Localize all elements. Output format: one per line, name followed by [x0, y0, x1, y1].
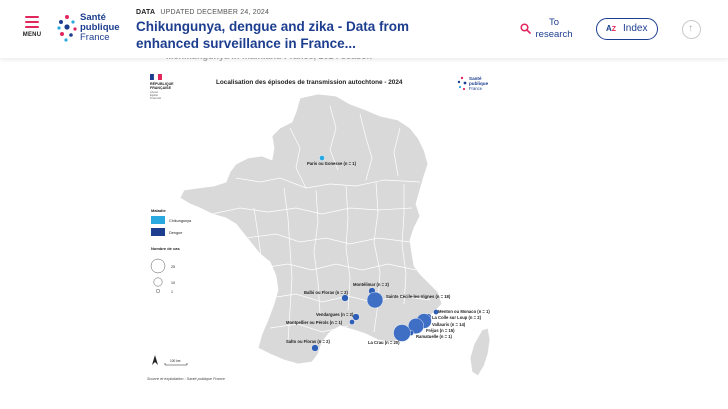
hamburger-icon-bar	[25, 21, 39, 23]
france-map: Paris ou Gonesse (n = 1) Montélimar (n =…	[140, 70, 492, 406]
search-icon	[520, 23, 531, 34]
legend-size-medium: 10	[171, 281, 175, 285]
index-button[interactable]: AZ Index	[596, 18, 658, 40]
menu-button[interactable]: MENU	[20, 16, 44, 44]
marker-menton	[433, 309, 439, 315]
hamburger-icon-bar	[25, 26, 39, 28]
marker-montpellier	[349, 319, 355, 325]
marker-salto	[311, 344, 319, 352]
label-salto: Salto ou Floras (n = 2)	[286, 339, 330, 344]
legend-swatch-chikungunya	[151, 216, 165, 224]
label-vendargues: Vendargues (n = 2)	[316, 312, 354, 317]
scale-bar: 100 km	[164, 359, 188, 366]
marker-vendargues	[352, 313, 360, 321]
label-vallauris: Vallauris (n = 14)	[432, 322, 466, 327]
logo-text: Santé publique France	[80, 13, 120, 43]
legend-swatch-dengue	[151, 228, 165, 236]
republic-motto3: Fraternité	[150, 96, 162, 100]
legend-circle-medium	[153, 277, 163, 287]
logo-line2: publique	[80, 22, 120, 33]
marker-la-crau	[393, 324, 411, 342]
legend-maladie-title: Maladie	[151, 208, 166, 213]
map-legend: Maladie Chikungunya Dengue Nombre de cas…	[150, 208, 192, 294]
scale-label: 100 km	[170, 359, 181, 363]
episode-labels: Paris ou Gonesse (n = 1) Montélimar (n =…	[286, 161, 490, 345]
arrow-up-icon: ↑	[688, 23, 693, 34]
map-title: Localisation des épisodes de transmissio…	[216, 79, 403, 86]
republique-logo: RÉPUBLIQUE FRANÇAISE Liberté Égalité Fra…	[150, 73, 174, 100]
republic-line2: FRANÇAISE	[150, 86, 172, 90]
spf-line2: publique	[469, 81, 489, 86]
label-balbi: Balbi ou Floras (n = 2)	[304, 290, 348, 295]
back-to-top-button[interactable]: ↑	[682, 20, 701, 39]
label-montpellier: Montpellier ou Pérols (n = 1)	[286, 320, 343, 325]
map-figure: Paris ou Gonesse (n = 1) Montélimar (n =…	[0, 58, 728, 409]
label-sainte-cecile: Sainte Cécile-les-Vignes (n = 18)	[386, 294, 451, 299]
meta-updated: UPDATED DECEMBER 24, 2024	[160, 9, 270, 16]
label-montelimar: Montélimar (n = 2)	[353, 282, 390, 287]
logo-line3: France	[80, 32, 110, 43]
index-label: Index	[623, 22, 648, 34]
meta-tag: DATA	[136, 9, 156, 16]
legend-circle-small	[155, 288, 161, 294]
label-colle: La Colle sur Loup (n = 2)	[432, 315, 482, 320]
research-button[interactable]: To research	[518, 17, 578, 43]
label-ramatuelle: Ramatuelle (n = 1)	[416, 334, 453, 339]
legend-size-large: 25	[171, 265, 175, 269]
legend-size-small: 1	[171, 290, 173, 294]
logo-dots-icon	[57, 15, 77, 42]
episode-markers	[311, 155, 439, 352]
menu-label: MENU	[22, 32, 42, 38]
republic-motto1: Liberté	[150, 90, 158, 94]
logo-line1: Santé	[80, 12, 106, 23]
spf-line3: France	[469, 86, 483, 91]
legend-label-dengue: Dengue	[169, 231, 182, 235]
page-title: Chikungunya, dengue and zika - Data from…	[136, 19, 410, 51]
marker-sainte-cecile	[366, 291, 384, 309]
label-frejus: Fréjus (n = 15)	[426, 328, 455, 333]
marker-frejus	[408, 318, 425, 335]
label-paris: Paris ou Gonesse (n = 1)	[307, 161, 357, 166]
article-meta: DATA UPDATED DECEMBER 24, 2024	[136, 9, 269, 16]
corsica	[469, 327, 491, 377]
republic-motto2: Égalité	[150, 92, 158, 97]
site-header: MENU Santé publique France DATA UPDATED …	[0, 0, 728, 58]
az-icon: AZ	[606, 24, 617, 33]
hamburger-icon	[25, 16, 39, 18]
label-menton: Menton ou Monaco (n = 1)	[438, 309, 490, 314]
spf-logo: Santé publique France	[457, 76, 489, 91]
marker-balbi	[341, 294, 349, 302]
legend-cases-title: Nombre de cas	[151, 246, 180, 251]
north-arrow-icon	[152, 355, 158, 365]
map-source: Source et exploitation : Santé publique …	[147, 377, 225, 381]
republic-line1: RÉPUBLIQUE	[150, 81, 174, 86]
site-logo[interactable]: Santé publique France	[56, 12, 126, 48]
legend-label-chikungunya: Chikungunya	[169, 219, 192, 223]
spf-line1: Santé	[469, 76, 482, 81]
marker-paris	[319, 155, 325, 161]
label-la-crau: La Crau (n = 20)	[368, 340, 400, 345]
department-boundaries	[211, 105, 431, 343]
research-label: To research	[535, 17, 573, 40]
legend-circle-large	[150, 258, 166, 274]
